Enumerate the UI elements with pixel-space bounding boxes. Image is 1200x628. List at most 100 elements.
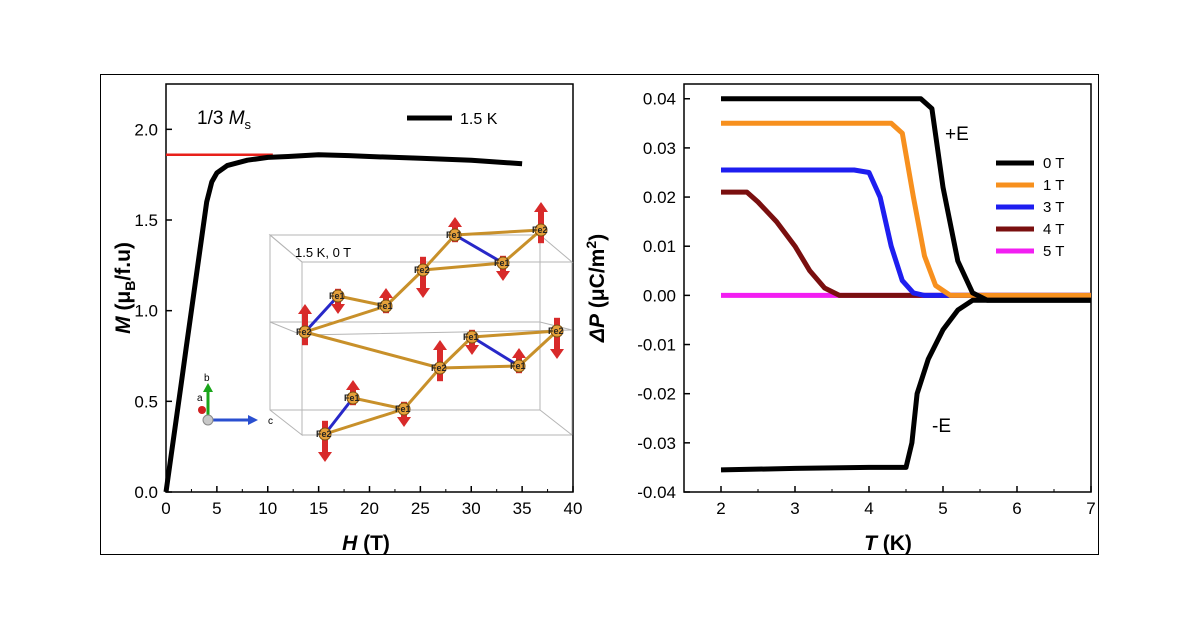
fe-atom-label: Fe2 [532, 225, 548, 235]
inset-label: 1.5 K, 0 T [295, 245, 351, 260]
right-xtick-label: 5 [938, 499, 947, 518]
legend-label: 5 T [1043, 243, 1064, 260]
fe-atom [397, 402, 411, 416]
spin-arrow-head [298, 304, 312, 314]
fe-atom [550, 324, 564, 338]
fe-atom [416, 263, 430, 277]
spin-arrow-head [397, 417, 411, 427]
unit-cell-box [268, 233, 574, 437]
right-xtick-label: 6 [1012, 499, 1021, 518]
left-ytick-label: 1.5 [134, 211, 158, 230]
left-ytick-label: 0.0 [134, 483, 158, 502]
fe-atom-label: Fe1 [377, 301, 393, 311]
b-axis-head [203, 383, 213, 392]
fe-atoms: Fe2 Fe1 Fe1 Fe2 Fe1 Fe1 Fe2 Fe2 Fe1 Fe1 Fe2 Fe1 Fe1 F… [296, 202, 564, 462]
bond [454, 233, 504, 265]
right-ytick-label: 0.03 [643, 139, 676, 158]
left-ytick-label: 2.0 [134, 120, 158, 139]
bond [303, 294, 340, 334]
a-axis-label: a [197, 393, 203, 404]
fe-atom-label: Fe2 [296, 327, 312, 337]
axes-triad: b a c [197, 373, 273, 427]
right-xtick-label: 4 [864, 499, 873, 518]
spin-arrow-head [318, 452, 332, 462]
right-xlabel: T (K) [864, 532, 912, 555]
left-xtick-label: 0 [161, 499, 170, 518]
fe-atom-label: Fe1 [494, 258, 510, 268]
legend-label: 3 T [1043, 199, 1064, 216]
spin-arrow-head [512, 348, 526, 358]
right-ytick-label: -0.04 [637, 483, 676, 502]
fe-atom-label: Fe1 [395, 404, 411, 414]
spin-arrow-head [550, 349, 564, 359]
spin-arrow-head [465, 345, 479, 355]
right-ytick-label: 0.04 [643, 90, 676, 109]
legend-label: 1 T [1043, 177, 1064, 194]
fe-atom-label: Fe2 [431, 363, 447, 373]
fe-atom [448, 228, 462, 242]
minus-e-label: -E [932, 416, 951, 437]
bond [324, 407, 405, 436]
right-panel: 2 3 4 5 6 7 0.04 0.03 0.02 0.01 0.00 -0.01 -0.02 -0.0… [583, 83, 1096, 555]
right-plot-area [683, 83, 1092, 493]
fe-atom-label: Fe2 [414, 265, 430, 275]
spin-arrow-head [534, 202, 548, 212]
bond [439, 364, 520, 370]
left-ticks: 0 5 10 15 20 25 30 35 40 0.0 0.5 1.0 1.5 2.0 [134, 120, 582, 518]
spin-arrow-head [496, 271, 510, 281]
spin-arrow-head [379, 288, 393, 298]
legend-label: 0 T [1043, 155, 1064, 172]
bond [471, 329, 558, 339]
fe-atom [496, 256, 510, 270]
bond [323, 397, 355, 435]
bond [402, 367, 442, 410]
polarization-curves [720, 96, 1091, 473]
left-xtick-label: 20 [360, 499, 379, 518]
spin-arrow-head [416, 288, 430, 298]
right-ytick-label: 0.02 [643, 188, 676, 207]
left-panel: 0 5 10 15 20 25 30 35 40 0.0 0.5 1.0 1.5 2.0 1/3 Ms 1… [112, 83, 582, 555]
fe-atom [298, 325, 312, 339]
series-line-4-t [721, 189, 1091, 298]
figure-frame [100, 74, 1099, 555]
legend-label-1p5k: 1.5 K [460, 111, 498, 128]
left-ytick-label: 1.0 [134, 302, 158, 321]
bond [337, 294, 387, 308]
series-line-0-t [721, 96, 1091, 303]
magnetization-curve [163, 152, 523, 493]
fe-atom [433, 361, 447, 375]
left-plot-area [165, 83, 574, 493]
fe-atom-label: Fe1 [510, 361, 526, 371]
fe-atom-label: Fe2 [548, 326, 564, 336]
bond [471, 335, 520, 368]
right-ytick-label: -0.03 [637, 434, 676, 453]
bond [502, 228, 542, 265]
bond [422, 261, 504, 272]
series-line-0-t-e- [720, 297, 1091, 473]
bond-network [303, 228, 559, 436]
left-xtick-label: 40 [564, 499, 583, 518]
fe-atom-label: Fe1 [344, 393, 360, 403]
series-line-1-t [721, 120, 1091, 298]
triad-origin [202, 414, 214, 426]
left-xtick-label: 10 [258, 499, 277, 518]
c-axis-label: c [268, 416, 273, 427]
fe-atom [465, 330, 479, 344]
fe-atom [331, 289, 345, 303]
left-xtick-label: 30 [462, 499, 481, 518]
right-ylabel: ΔP (μC/m2) [583, 234, 609, 343]
b-axis-label: b [204, 373, 210, 384]
legend-label: 4 T [1043, 221, 1064, 238]
left-xtick-label: 5 [212, 499, 221, 518]
left-xtick-label: 15 [309, 499, 328, 518]
fe-atom [379, 299, 393, 313]
fe-atom [346, 391, 360, 405]
bond [304, 330, 441, 370]
fe-atom-label: Fe1 [329, 291, 345, 301]
c-axis-head [248, 415, 258, 425]
bond [304, 304, 387, 334]
spin-arrow-head [448, 217, 462, 227]
bond [421, 233, 457, 272]
right-legend: 0 T 1 T 3 T 4 T 5 T [996, 155, 1064, 260]
